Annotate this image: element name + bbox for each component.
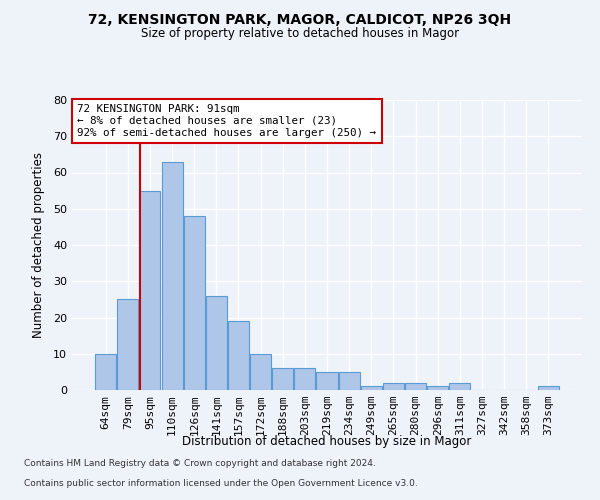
Bar [206,296,227,390]
Bar [405,383,426,390]
Bar [295,368,316,390]
Bar [161,162,182,390]
Bar [118,300,139,390]
Text: Contains HM Land Registry data © Crown copyright and database right 2024.: Contains HM Land Registry data © Crown c… [24,458,376,468]
Text: Size of property relative to detached houses in Magor: Size of property relative to detached ho… [141,28,459,40]
Bar [338,372,359,390]
Bar [228,321,249,390]
Text: Contains public sector information licensed under the Open Government Licence v3: Contains public sector information licen… [24,478,418,488]
Bar [427,386,448,390]
Bar [316,372,338,390]
Text: Distribution of detached houses by size in Magor: Distribution of detached houses by size … [182,435,472,448]
Bar [95,354,116,390]
Bar [184,216,205,390]
Bar [449,383,470,390]
Bar [383,383,404,390]
Bar [538,386,559,390]
Text: 72, KENSINGTON PARK, MAGOR, CALDICOT, NP26 3QH: 72, KENSINGTON PARK, MAGOR, CALDICOT, NP… [88,12,512,26]
Bar [272,368,293,390]
Y-axis label: Number of detached properties: Number of detached properties [32,152,44,338]
Bar [250,354,271,390]
Text: 72 KENSINGTON PARK: 91sqm
← 8% of detached houses are smaller (23)
92% of semi-d: 72 KENSINGTON PARK: 91sqm ← 8% of detach… [77,104,376,138]
Bar [139,190,160,390]
Bar [361,386,382,390]
